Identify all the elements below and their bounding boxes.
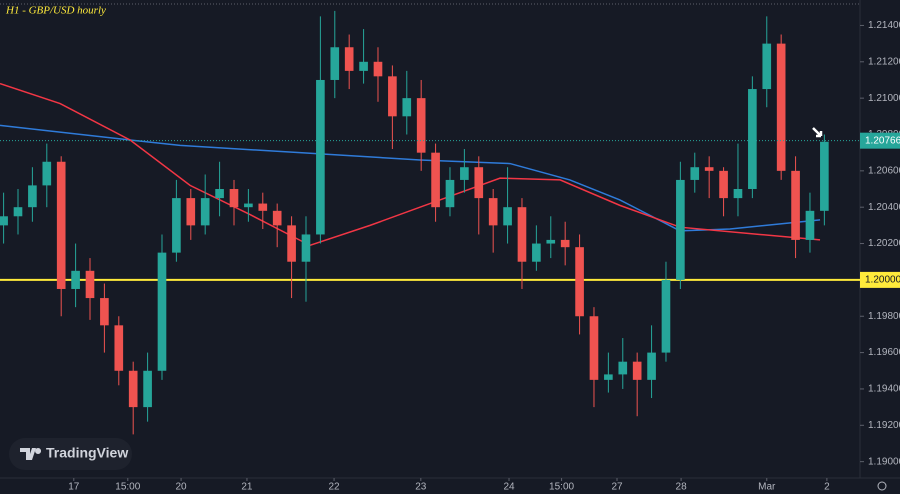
candle-body <box>172 198 181 253</box>
candle-body <box>85 270 95 299</box>
x-tick-label: 15:00 <box>115 482 140 493</box>
y-tick-label: 1.20200 <box>868 238 900 249</box>
x-tick-label: 23 <box>415 482 427 493</box>
logo-icon <box>20 448 42 460</box>
candle-body <box>690 167 700 180</box>
candle-body <box>128 370 138 408</box>
candle-body <box>719 170 728 199</box>
candle-body <box>460 167 469 180</box>
y-tick-label: 1.21000 <box>868 93 900 104</box>
candle-body <box>604 374 613 380</box>
candle-body <box>13 207 23 217</box>
candle-body <box>676 179 685 280</box>
candle-body <box>316 79 325 235</box>
candle-body <box>388 76 397 117</box>
candle-body <box>805 210 815 240</box>
moving-average <box>0 124 821 232</box>
y-tick-label: 1.21200 <box>868 56 900 67</box>
candle-body <box>445 179 455 208</box>
y-tick-label: 1.19000 <box>868 456 900 467</box>
candle-body <box>733 189 743 199</box>
candle-body <box>503 207 512 226</box>
y-tick-label: 1.21400 <box>868 20 900 31</box>
candle-body <box>114 325 124 371</box>
y-tick-label: 1.19400 <box>868 384 900 395</box>
candle-body <box>704 167 714 171</box>
candle-body <box>748 89 757 190</box>
logo-bg <box>9 438 132 470</box>
x-tick-label: 20 <box>176 482 188 493</box>
candle-body <box>488 198 498 226</box>
candle-body <box>618 361 628 375</box>
candle-body <box>632 361 642 380</box>
candle-body <box>402 98 412 117</box>
candle-body <box>661 279 671 353</box>
candle-body <box>28 185 37 208</box>
candle-body <box>272 210 282 226</box>
candle-body <box>186 198 196 226</box>
settings-icon[interactable] <box>877 481 887 491</box>
x-tick-label: 2 <box>824 482 830 493</box>
candle-body <box>560 239 570 248</box>
x-tick-label: 17 <box>68 482 80 493</box>
candle-body <box>474 167 484 199</box>
y-tick-label: 1.19200 <box>868 420 900 431</box>
candle-body <box>589 316 599 380</box>
candle-body <box>244 203 253 208</box>
x-tick-label: 28 <box>676 482 688 493</box>
moving-average <box>0 82 821 247</box>
candle-body <box>373 61 383 77</box>
candle-body <box>100 298 109 326</box>
candle-body <box>517 207 527 262</box>
last-price-bg <box>860 132 900 149</box>
logo: TradingView <box>9 438 132 470</box>
x-tick-label: 27 <box>611 482 623 493</box>
y-tick-label: 1.19600 <box>868 347 900 358</box>
candle-body <box>431 152 440 208</box>
candle-body <box>215 189 224 199</box>
candle-body <box>762 43 772 90</box>
logo-text: TradingView <box>46 445 128 461</box>
y-tick-label: 1.20400 <box>868 202 900 213</box>
candle-body <box>229 189 239 208</box>
candle-body <box>791 170 800 240</box>
x-tick-label: 24 <box>503 482 515 493</box>
y-tick-label: 1.19800 <box>868 311 900 322</box>
x-tick-label: 15:00 <box>549 482 574 493</box>
candle-body <box>647 352 656 380</box>
candle-body <box>0 216 8 226</box>
candle-body <box>330 47 340 80</box>
candle-body <box>359 61 368 71</box>
candle-body <box>157 252 167 371</box>
candle-body <box>301 234 311 262</box>
candle-body <box>344 47 354 71</box>
plot-area <box>0 10 860 435</box>
candle-body <box>71 270 80 289</box>
candle-body <box>820 141 829 211</box>
arrow <box>812 127 823 138</box>
chart-title: H1 - GBP/USD hourly <box>5 5 106 17</box>
x-tick-label: 22 <box>329 482 341 493</box>
candle-body <box>416 98 426 153</box>
last-price-label: 1.20766 <box>865 135 900 146</box>
candle-body <box>287 225 296 262</box>
settings-circle[interactable] <box>877 481 887 491</box>
candle-body <box>200 198 210 226</box>
x-tick-label: Mar <box>758 482 776 493</box>
candle-body <box>42 161 52 186</box>
x-tick-label: 21 <box>241 482 253 493</box>
candle-body <box>56 161 66 289</box>
level-label-bg <box>860 271 900 288</box>
candle-body <box>143 370 152 408</box>
candle-body <box>532 243 541 262</box>
y-tick-label: 1.20600 <box>868 165 900 176</box>
candle-body <box>546 239 556 244</box>
candle-body <box>776 43 786 171</box>
level-label: 1.20000 <box>865 275 900 286</box>
candle-body <box>258 203 268 211</box>
candle-body <box>575 247 584 317</box>
